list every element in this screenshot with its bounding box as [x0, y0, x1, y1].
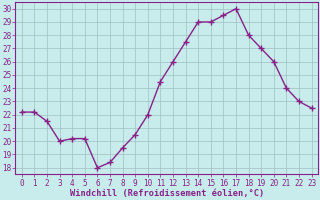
- X-axis label: Windchill (Refroidissement éolien,°C): Windchill (Refroidissement éolien,°C): [69, 189, 264, 198]
